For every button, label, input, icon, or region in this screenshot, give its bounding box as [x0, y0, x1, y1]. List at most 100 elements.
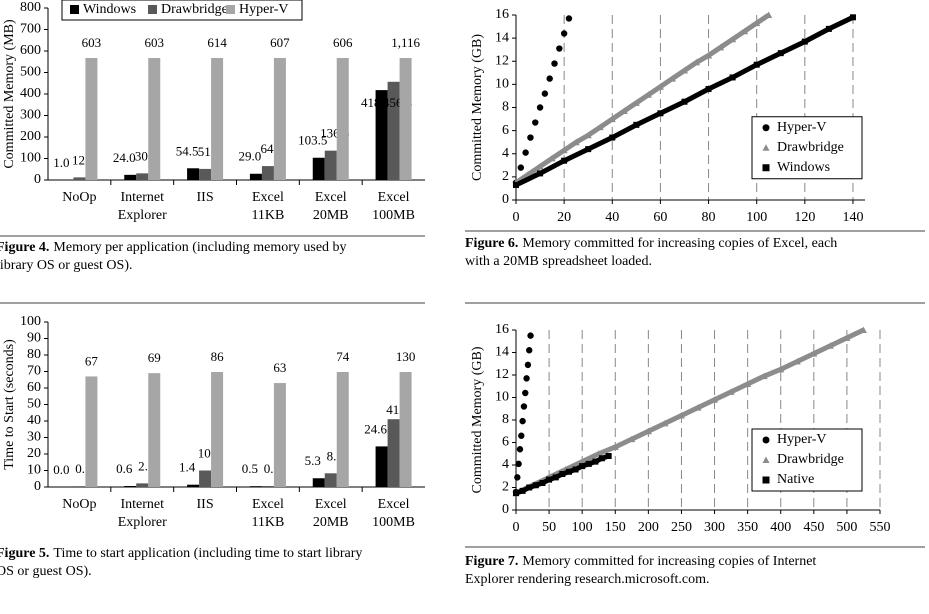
value-label: 0.0: [53, 462, 69, 477]
point: [552, 474, 559, 481]
y-tick-label: 30: [27, 430, 41, 445]
x-tick-label: Internet Explorer: [118, 190, 167, 223]
legend-label: Drawbridge: [777, 140, 844, 155]
legend-label: Drawbridge: [161, 2, 228, 17]
value-label: 0.5: [242, 461, 258, 476]
point: [515, 460, 522, 468]
bar: [375, 446, 388, 487]
y-tick-label: 800: [20, 0, 41, 15]
point: [536, 162, 544, 170]
value-label: 54.5: [176, 143, 199, 158]
caption: Memory per application (including memory…: [53, 240, 346, 255]
point: [620, 107, 628, 114]
x-tick-label: 250: [671, 520, 692, 535]
legend-label: Hyper-V: [777, 120, 826, 135]
bar: [249, 486, 262, 487]
value-label: 603: [145, 35, 165, 50]
bar: [324, 150, 337, 180]
value-label: 24.6: [364, 421, 387, 436]
caption: Time to start application (including tim…: [53, 546, 362, 561]
point: [729, 74, 736, 81]
y-tick-label: 4: [502, 457, 509, 472]
point: [532, 482, 539, 489]
bar: [148, 373, 161, 487]
y-tick-label: 6: [502, 435, 509, 450]
point: [579, 463, 586, 470]
point: [585, 146, 592, 153]
legend-label: Windows: [777, 160, 830, 175]
x-tick-label: 450: [803, 520, 824, 535]
point: [560, 146, 568, 154]
caption-label: Figure 7.: [465, 554, 518, 569]
point: [548, 154, 556, 162]
bar: [324, 473, 337, 487]
point: [561, 157, 568, 164]
x-tick-label: 60: [653, 210, 667, 225]
y-tick-label: 16: [495, 322, 509, 337]
bar: [187, 484, 200, 487]
legend-symbol: [762, 164, 770, 172]
bar: [85, 376, 98, 487]
y-tick-label: 0: [502, 502, 509, 517]
y-tick-label: 40: [27, 413, 41, 428]
y-tick-label: 12: [495, 367, 509, 382]
legend-symbol: [762, 436, 770, 444]
value-label: 603: [82, 35, 102, 50]
point: [514, 474, 521, 481]
chart: Committed Memory (MB) 0 100 200 300 400 500 600…: [0, 0, 425, 273]
point: [565, 15, 573, 22]
point: [592, 458, 599, 465]
y-axis-label: Committed Memory (GB): [470, 346, 485, 493]
x-tick-label: NoOp: [62, 497, 96, 512]
legend-label: Hyper-V: [777, 432, 826, 447]
legend-box: [61, 0, 303, 21]
point: [532, 119, 539, 126]
y-tick-label: 10: [27, 463, 41, 478]
point: [524, 361, 532, 369]
bar: [211, 372, 224, 487]
y-tick-label: 10: [495, 390, 509, 405]
x-tick-label: Excel 100MB: [372, 497, 415, 530]
point: [513, 181, 519, 188]
value-label: 63: [273, 360, 286, 375]
y-tick-label: 300: [20, 108, 41, 123]
y-tick-label: 200: [20, 129, 41, 144]
value-label: 1.4: [179, 460, 196, 475]
bar: [73, 177, 86, 180]
point: [519, 417, 526, 425]
y-tick-label: 100: [20, 314, 41, 329]
point: [717, 43, 725, 51]
y-tick-label: 20: [27, 446, 41, 461]
point: [517, 164, 525, 171]
point: [859, 326, 867, 333]
point: [518, 432, 525, 439]
legend-symbol: [762, 144, 770, 151]
point: [527, 134, 534, 141]
x-tick-label: 0: [513, 210, 520, 225]
series-line: [514, 12, 771, 185]
x-tick-label: 200: [638, 520, 659, 535]
legend-box: [751, 428, 863, 492]
y-tick-label: 10: [495, 77, 509, 92]
point: [727, 388, 735, 395]
bar: [249, 173, 262, 180]
x-tick-label: 350: [737, 520, 758, 535]
value-label: 74: [336, 349, 350, 364]
bar: [375, 90, 388, 180]
point: [522, 389, 529, 397]
x-tick-label: 80: [702, 210, 716, 225]
bar: [199, 470, 212, 487]
point: [520, 403, 528, 410]
y-tick-label: 6: [502, 123, 509, 138]
caption: Memory committed for increasing copies o…: [522, 554, 816, 569]
point: [693, 58, 701, 66]
bar: [399, 58, 412, 180]
point: [729, 35, 737, 43]
point: [608, 115, 616, 123]
legend-label: Drawbridge: [777, 452, 844, 467]
point: [572, 466, 579, 473]
point: [522, 149, 529, 156]
x-tick-label: 150: [605, 520, 626, 535]
caption: Memory committed for increasing copies o…: [522, 236, 837, 251]
